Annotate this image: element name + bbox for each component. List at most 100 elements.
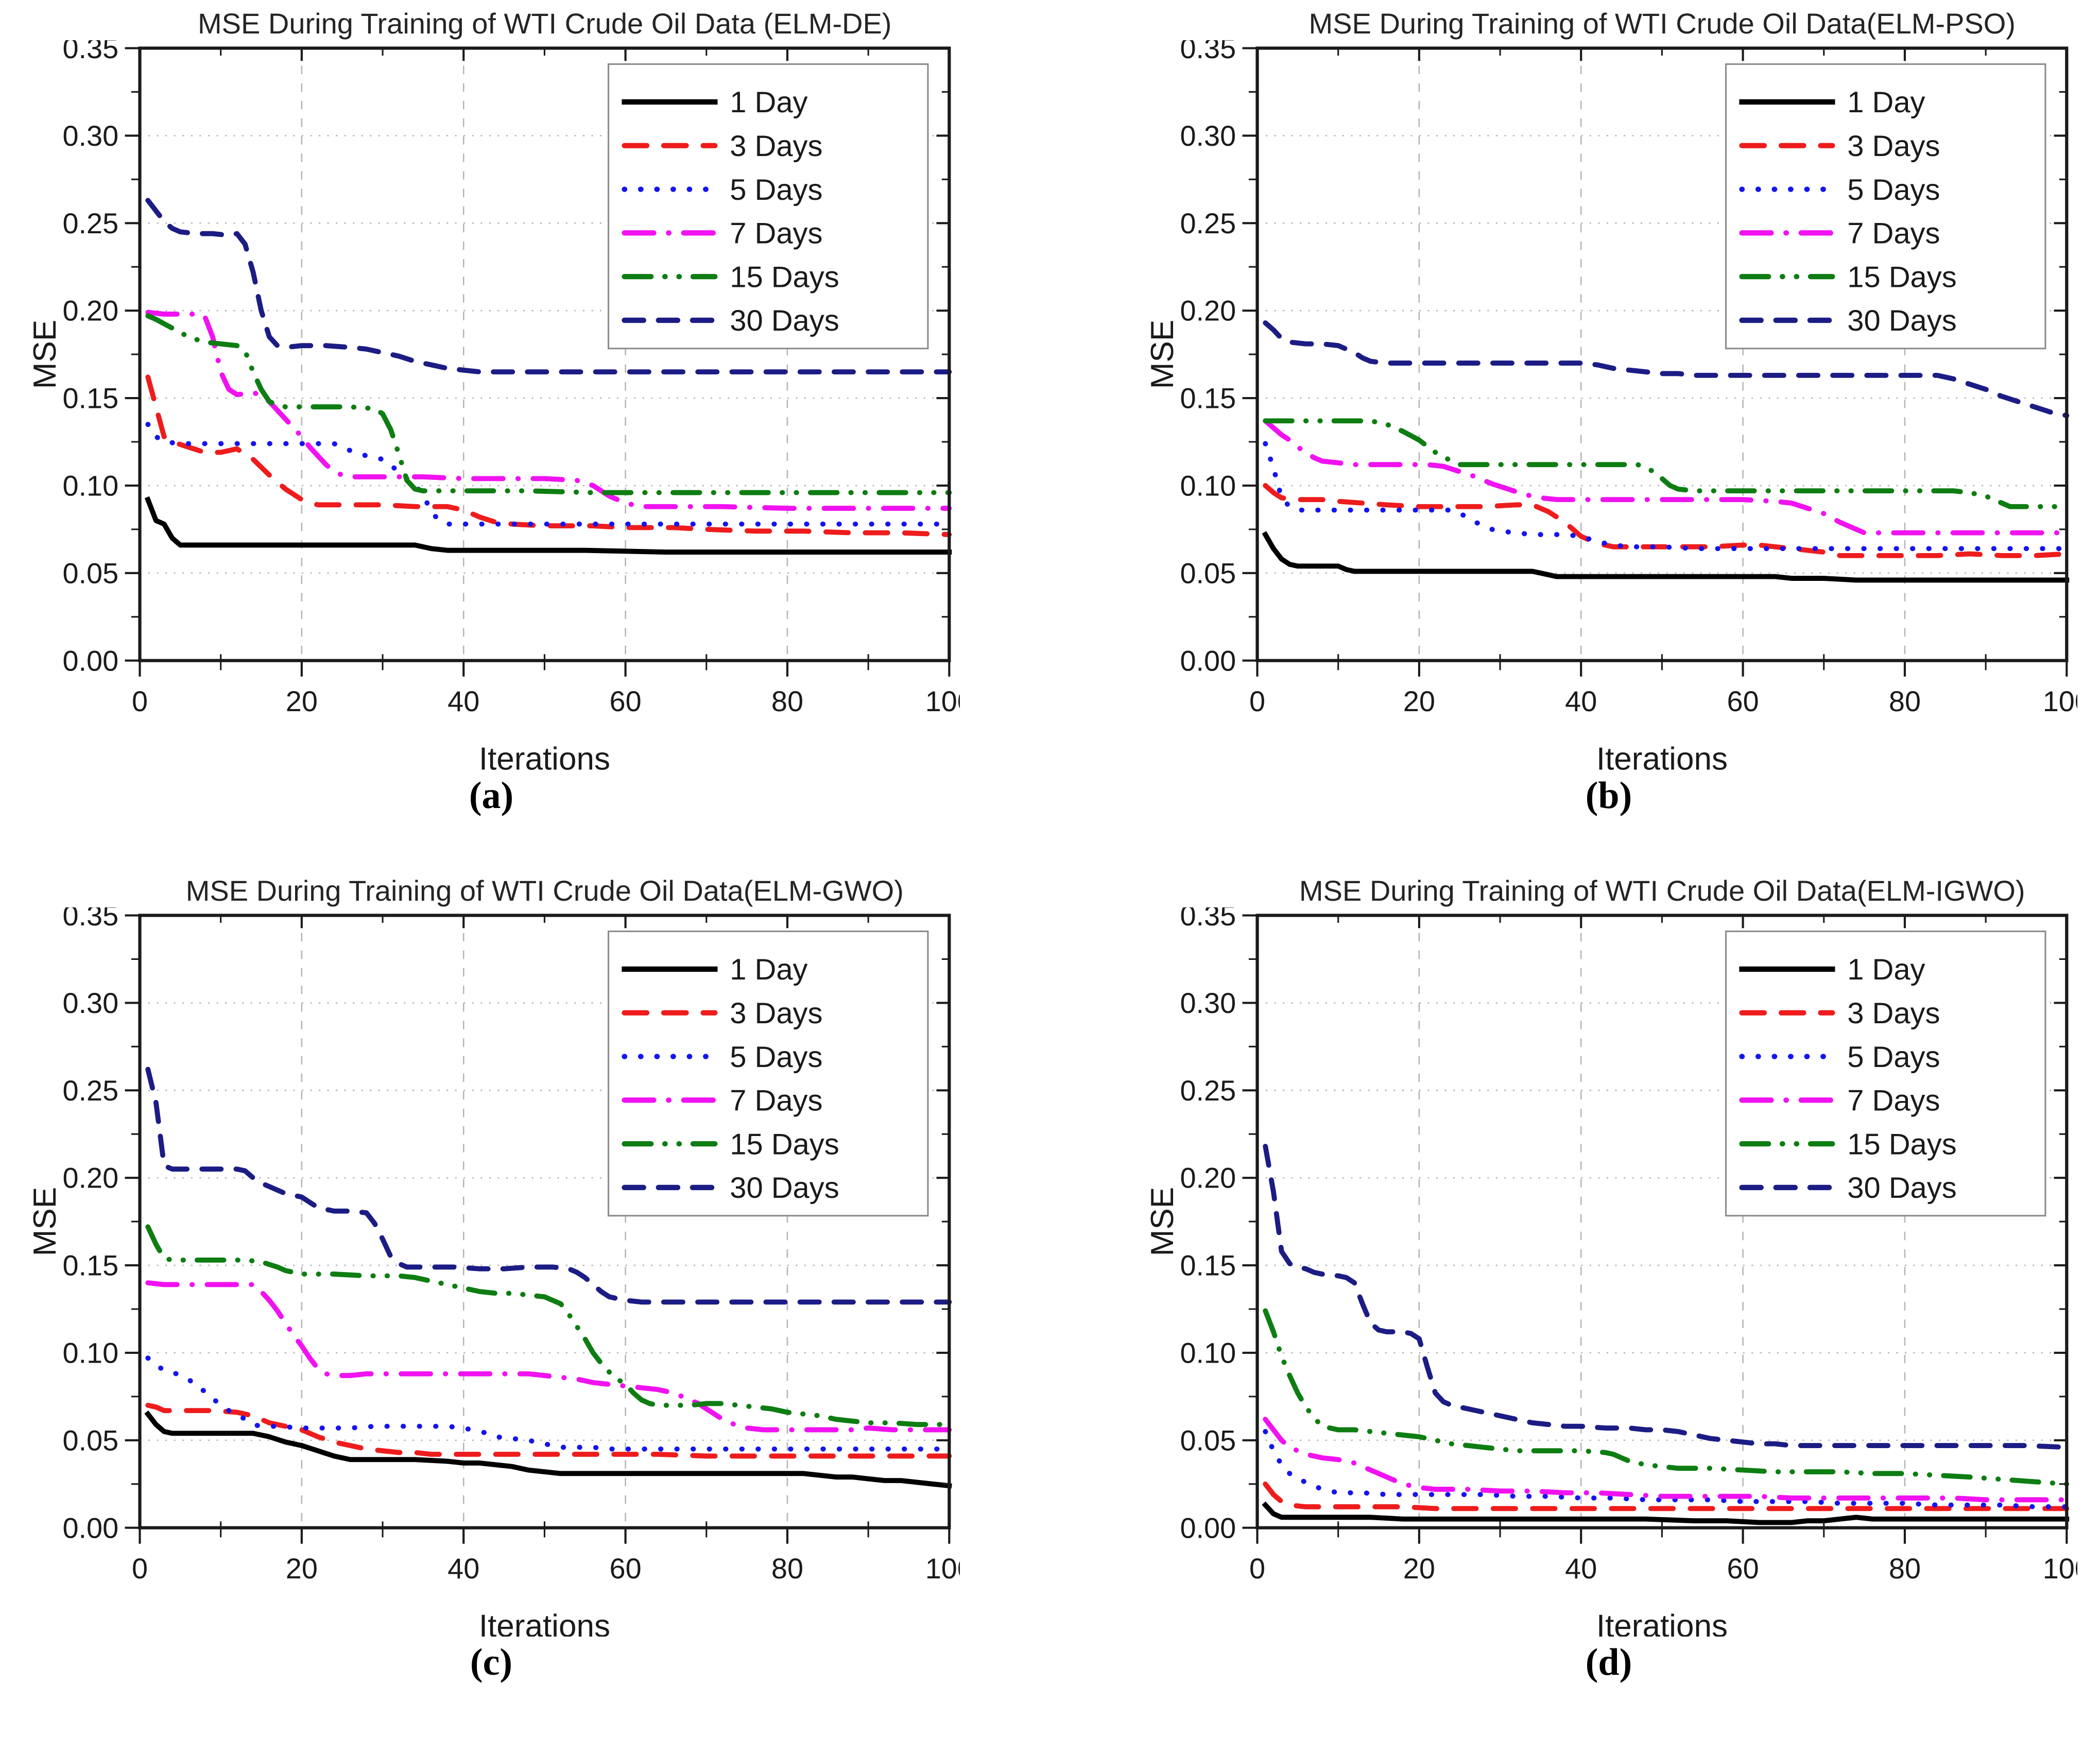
x-tick-label: 100 (925, 685, 960, 717)
legend-label: 5 Days (730, 174, 822, 207)
series-line-30-days (145, 198, 952, 375)
x-tick-label: 80 (771, 1552, 803, 1585)
series-line-30-days (1263, 320, 2070, 418)
y-tick-label: 0.30 (1180, 987, 1236, 1019)
chart-elm-igwo: MSE During Training of WTI Crude Oil Dat… (1140, 874, 2077, 1685)
figure-grid: MSE During Training of WTI Crude Oil Dat… (23, 7, 2077, 1685)
legend-label: 3 Days (1847, 130, 1940, 163)
chart-title: MSE During Training of WTI Crude Oil Dat… (1299, 874, 2025, 907)
series-line-5-days (145, 1355, 952, 1452)
x-tick-label: 80 (771, 685, 803, 717)
series-line-1-day (1262, 531, 2070, 583)
y-tick-label: 0.20 (1180, 295, 1236, 327)
legend-label: 30 Days (1847, 1172, 1956, 1205)
x-tick-label: 40 (1565, 685, 1597, 717)
axis-ticks (1242, 47, 2068, 677)
chart-title: MSE During Training of WTI Crude Oil Dat… (197, 7, 892, 40)
legend-label: 1 Day (730, 953, 807, 986)
y-tick-label: 0.00 (1180, 644, 1236, 677)
series-line-3-days (1263, 1481, 2070, 1511)
x-tick-label: 60 (610, 685, 642, 717)
x-tick-label: 20 (286, 1552, 318, 1585)
legend-label: 7 Days (1847, 217, 1940, 250)
legend: 1 Day 3 Days 5 Days 7 Days 15 Days 30 Days (607, 930, 929, 1216)
series-line-30-days (1263, 1143, 2070, 1450)
series-line-3-days (1263, 483, 2070, 558)
series-line-30-days (145, 1067, 952, 1304)
chart-plot-elm-igwo: 0.00 0.05 0.10 0.15 0.20 0.25 0.30 0.35 0 20 40 60 8… (1145, 907, 2077, 1637)
legend-label: 1 Day (730, 86, 807, 119)
x-tick-label: 60 (1727, 685, 1759, 717)
x-tick-label: 80 (1889, 685, 1921, 717)
y-tick-label: 0.05 (62, 557, 118, 589)
x-tick-label: 80 (1889, 1552, 1921, 1585)
y-tick-label: 0.25 (1180, 207, 1236, 239)
series-line-7-days (145, 309, 952, 511)
x-tick-label: 20 (1403, 685, 1435, 717)
series-line-15-days (1263, 1308, 2070, 1487)
x-tick-label: 40 (1565, 1552, 1597, 1585)
y-tick-label: 0.05 (1180, 1424, 1236, 1456)
y-tick-label: 0.30 (62, 987, 118, 1019)
x-axis-label: Iterations (479, 1608, 610, 1637)
series-line-5-days (1263, 441, 2070, 552)
x-tick-label: 20 (1403, 1552, 1435, 1585)
chart-plot-elm-de: 0.00 0.05 0.10 0.15 0.20 0.25 0.30 0.35 0 20 40 60 8… (27, 40, 960, 770)
legend-label: 15 Days (1847, 1128, 1956, 1161)
x-tick-label: 60 (610, 1552, 642, 1585)
y-tick-label: 0.25 (62, 207, 118, 239)
series-line-7-days (145, 1280, 952, 1433)
y-axis-label: MSE (27, 1187, 63, 1256)
legend-label: 3 Days (730, 130, 822, 163)
x-tick-label: 0 (1249, 685, 1265, 717)
y-tick-label: 0.30 (62, 119, 118, 152)
series-line-7-days (1263, 418, 2070, 536)
x-tick-label: 40 (447, 1552, 479, 1585)
series-line-15-days (1263, 418, 2070, 509)
y-tick-label: 0.00 (62, 1511, 118, 1544)
chart-caption: (b) (1585, 774, 1632, 817)
chart-plot-elm-gwo: 0.00 0.05 0.10 0.15 0.20 0.25 0.30 0.35 0 20 40 60 8… (27, 907, 960, 1637)
legend-label: 3 Days (730, 997, 822, 1030)
y-tick-label: 0.15 (1180, 382, 1236, 415)
series-line-1-day (144, 496, 952, 555)
y-axis-label: MSE (1145, 1187, 1180, 1256)
legend-label: 15 Days (730, 1128, 839, 1161)
legend: 1 Day 3 Days 5 Days 7 Days 15 Days 30 Days (1725, 930, 2046, 1216)
legend-label: 5 Days (730, 1041, 822, 1074)
y-tick-label: 0.05 (1180, 557, 1236, 589)
x-tick-label: 100 (2043, 685, 2077, 717)
legend-label: 30 Days (1847, 304, 1956, 337)
legend: 1 Day 3 Days 5 Days 7 Days 15 Days 30 Days (607, 63, 929, 350)
series-line-1-day (144, 1410, 952, 1489)
y-tick-label: 0.25 (1180, 1074, 1236, 1107)
y-tick-label: 0.10 (62, 469, 118, 502)
legend-label: 15 Days (730, 261, 839, 294)
chart-caption: (c) (470, 1641, 513, 1684)
x-axis-label: Iterations (1596, 1608, 1728, 1637)
axis-ticks (1242, 914, 2068, 1544)
y-tick-label: 0.20 (62, 295, 118, 327)
legend-label: 7 Days (730, 1084, 822, 1117)
y-tick-label: 0.15 (1180, 1249, 1236, 1281)
y-tick-label: 0.15 (62, 382, 118, 415)
legend-label: 3 Days (1847, 997, 1940, 1030)
series-line-7-days (1263, 1416, 2070, 1502)
y-axis-label: MSE (1145, 320, 1180, 389)
legend-label: 1 Day (1847, 953, 1925, 986)
chart-title: MSE During Training of WTI Crude Oil Dat… (185, 874, 904, 907)
chart-elm-de: MSE During Training of WTI Crude Oil Dat… (23, 7, 960, 818)
chart-elm-gwo: MSE During Training of WTI Crude Oil Dat… (23, 874, 960, 1685)
y-tick-label: 0.15 (62, 1249, 118, 1281)
y-tick-label: 0.25 (62, 1074, 118, 1107)
axis-ticks (125, 47, 951, 677)
chart-plot-elm-pso: 0.00 0.05 0.10 0.15 0.20 0.25 0.30 0.35 0 20 40 60 8… (1145, 40, 2077, 770)
legend-label: 30 Days (730, 1172, 839, 1205)
legend-label: 15 Days (1847, 261, 1956, 294)
legend: 1 Day 3 Days 5 Days 7 Days 15 Days 30 Days (1725, 63, 2046, 350)
chart-elm-pso: MSE During Training of WTI Crude Oil Dat… (1140, 7, 2077, 818)
x-tick-label: 0 (1249, 1552, 1265, 1585)
series-line-3-days (145, 1402, 952, 1459)
y-tick-label: 0.20 (1180, 1161, 1236, 1194)
